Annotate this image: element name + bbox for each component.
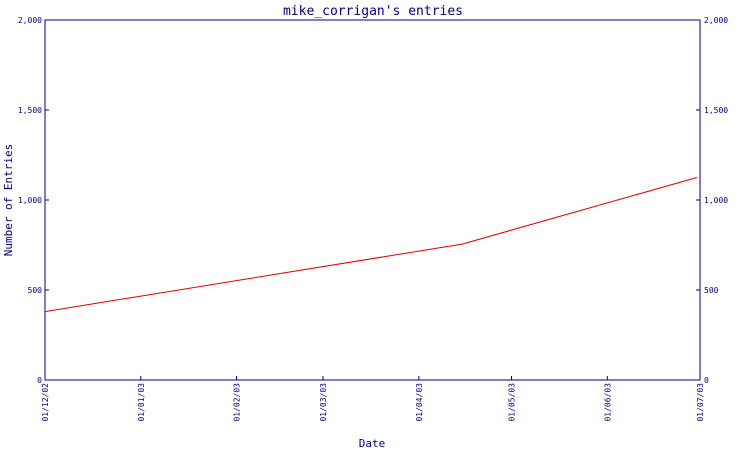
y-tick-label-left: 0 (37, 376, 42, 385)
x-tick-label: 01/02/03 (233, 383, 242, 422)
y-tick-label-left: 1,000 (18, 196, 42, 205)
y-tick-label-left: 1,500 (18, 106, 42, 115)
y-tick-label-left: 500 (28, 286, 43, 295)
x-tick-label: 01/06/03 (603, 383, 612, 422)
series-group (44, 177, 698, 313)
x-tick-label: 01/01/03 (137, 383, 146, 422)
y-tick-label-right: 0 (704, 376, 709, 385)
y-axis-label: Number of Entries (2, 144, 15, 257)
series-line (44, 177, 698, 313)
y-axis-right: 0 500 1,000 1,500 2,000 (696, 16, 728, 385)
y-tick-label-right: 2,000 (704, 16, 728, 25)
y-tick-label-right: 1,000 (704, 196, 728, 205)
y-axis-left: 0 500 1,000 1,500 2,000 (18, 16, 49, 385)
x-tick-label: 01/07/03 (696, 383, 705, 422)
x-tick-label: 01/03/03 (319, 383, 328, 422)
x-axis: 01/12/02 01/01/03 01/02/03 01/03/03 01/04/03… (41, 376, 705, 422)
chart-title: mike_corrigan's entries (283, 4, 463, 19)
x-tick-label: 01/12/02 (41, 383, 50, 422)
y-tick-label-right: 500 (704, 286, 719, 295)
x-tick-label: 01/05/03 (508, 383, 517, 422)
x-tick-label: 01/04/03 (415, 383, 424, 422)
x-axis-label: Date (359, 437, 386, 450)
y-tick-label-right: 1,500 (704, 106, 728, 115)
y-tick-label-left: 2,000 (18, 16, 42, 25)
plot-area (44, 19, 701, 381)
